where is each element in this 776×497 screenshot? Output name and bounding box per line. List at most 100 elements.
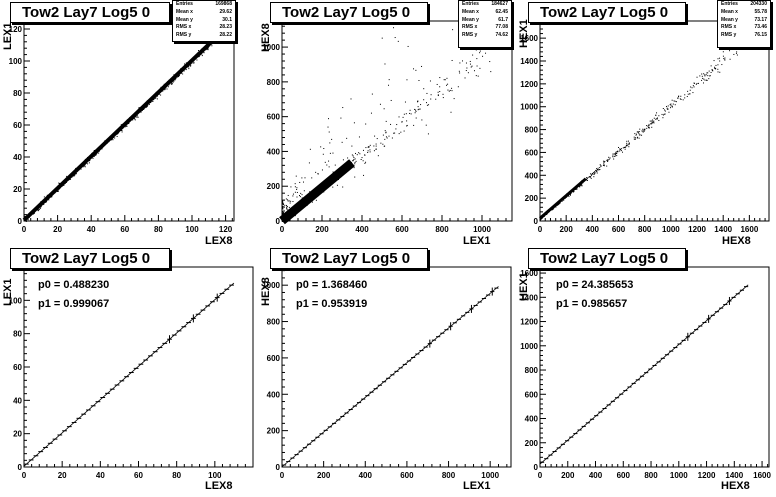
scatter-point (98, 152, 100, 154)
scatter-point (606, 159, 608, 161)
scatter-point (626, 142, 628, 144)
scatter-point (540, 218, 542, 220)
scatter-point (651, 122, 653, 124)
x-tick-label: 400 (359, 471, 373, 480)
scatter-point (59, 182, 61, 184)
scatter-point (695, 83, 697, 85)
scatter-point (211, 45, 213, 47)
scatter-point (57, 190, 59, 192)
scatter-point (619, 149, 621, 151)
data-marks (539, 39, 742, 221)
scatter-point (309, 191, 311, 193)
scatter-point (421, 65, 423, 67)
scatter-point (356, 154, 358, 156)
scatter-point (423, 99, 425, 101)
scatter-point (25, 220, 27, 222)
scatter-point (713, 66, 715, 68)
scatter-point (470, 66, 472, 68)
scatter-point (158, 93, 160, 95)
y-tick-label: 1400 (520, 57, 538, 66)
scatter-point (393, 27, 395, 29)
scatter-point (656, 117, 658, 119)
x-tick-label: 600 (612, 225, 626, 234)
scatter-point (172, 81, 174, 83)
scatter-point (634, 137, 636, 139)
scatter-point (363, 174, 365, 176)
scatter-point (132, 119, 134, 121)
scatter-point (405, 113, 407, 115)
scatter-point (353, 157, 355, 159)
scatter-point (638, 134, 640, 136)
scatter-point (603, 162, 605, 164)
scatter-point (375, 145, 377, 147)
stat-mean-x: Mean x 29.62 (176, 8, 232, 15)
y-tick-label: 80 (13, 330, 22, 339)
x-tick-label: 400 (589, 471, 603, 480)
scatter-point (652, 120, 654, 122)
scatter-point (381, 37, 383, 39)
x-tick-label: 100 (185, 225, 199, 234)
scatter-point (663, 113, 665, 115)
scatter-point (704, 74, 706, 76)
scatter-point (638, 131, 640, 133)
y-axis-title: HEX1 (518, 19, 530, 48)
scatter-point (620, 148, 622, 150)
scatter-point (364, 154, 366, 156)
scatter-point (384, 138, 386, 140)
scatter-point (83, 165, 85, 167)
scatter-point (315, 199, 317, 201)
fit-p0-label: p0 = 0.488230 (38, 279, 110, 291)
scatter-point (190, 65, 192, 67)
scatter-point (121, 130, 123, 132)
scatter-point (425, 124, 427, 126)
y-tick-label: 400 (267, 390, 281, 399)
scatter-point (143, 108, 145, 110)
panel-title: Tow2 Lay7 Log5 0 (10, 248, 170, 269)
fit-p1-label: p1 = 0.985657 (556, 298, 628, 310)
scatter-point (705, 79, 707, 81)
scatter-point (352, 160, 354, 162)
scatter-point (33, 212, 35, 214)
scatter-point (311, 201, 313, 203)
scatter-point (651, 123, 653, 125)
scatter-point (447, 89, 449, 91)
x-tick-label: 600 (395, 225, 409, 234)
fit-line (539, 284, 749, 465)
scatter-panel-hex8-vs-lex1: 0 200 400 600 800 1000 0 200 400 600 800 1000 Tow2 … (258, 0, 516, 247)
x-tick-label: 0 (280, 471, 285, 480)
scatter-point (656, 117, 658, 119)
scatter-point (385, 136, 387, 138)
scatter-point (707, 75, 709, 77)
scatter-point (671, 105, 673, 107)
scatter-point (648, 123, 650, 125)
scatter-point (285, 204, 287, 206)
scatter-point (70, 178, 72, 180)
scatter-point (326, 164, 328, 166)
stat-mean-y: Mean y 73.17 (721, 16, 767, 23)
scatter-point (430, 94, 432, 96)
scatter-point (489, 48, 491, 50)
scatter-point (364, 162, 366, 164)
scatter-point (442, 97, 444, 99)
scatter-point (680, 95, 682, 97)
y-tick-label: 100 (9, 296, 23, 305)
scatter-point (141, 110, 143, 112)
stat-rms-x: RMS x 73.46 (721, 24, 767, 31)
scatter-point (160, 94, 162, 96)
scatter-point (178, 76, 180, 78)
scatter-point (126, 125, 128, 127)
scatter-point (189, 64, 191, 66)
scatter-point (704, 75, 706, 77)
scatter-point (642, 131, 644, 133)
scatter-point (617, 151, 619, 153)
scatter-point (586, 178, 588, 180)
scatter-point (171, 82, 173, 84)
scatter-point (414, 112, 416, 114)
x-tick-label: 800 (638, 225, 652, 234)
scatter-point (650, 120, 652, 122)
scatter-point (662, 117, 664, 119)
scatter-point (201, 55, 203, 57)
scatter-point (282, 202, 284, 204)
stat-entries: Entries 169868 (176, 1, 232, 7)
scatter-point (300, 192, 302, 194)
